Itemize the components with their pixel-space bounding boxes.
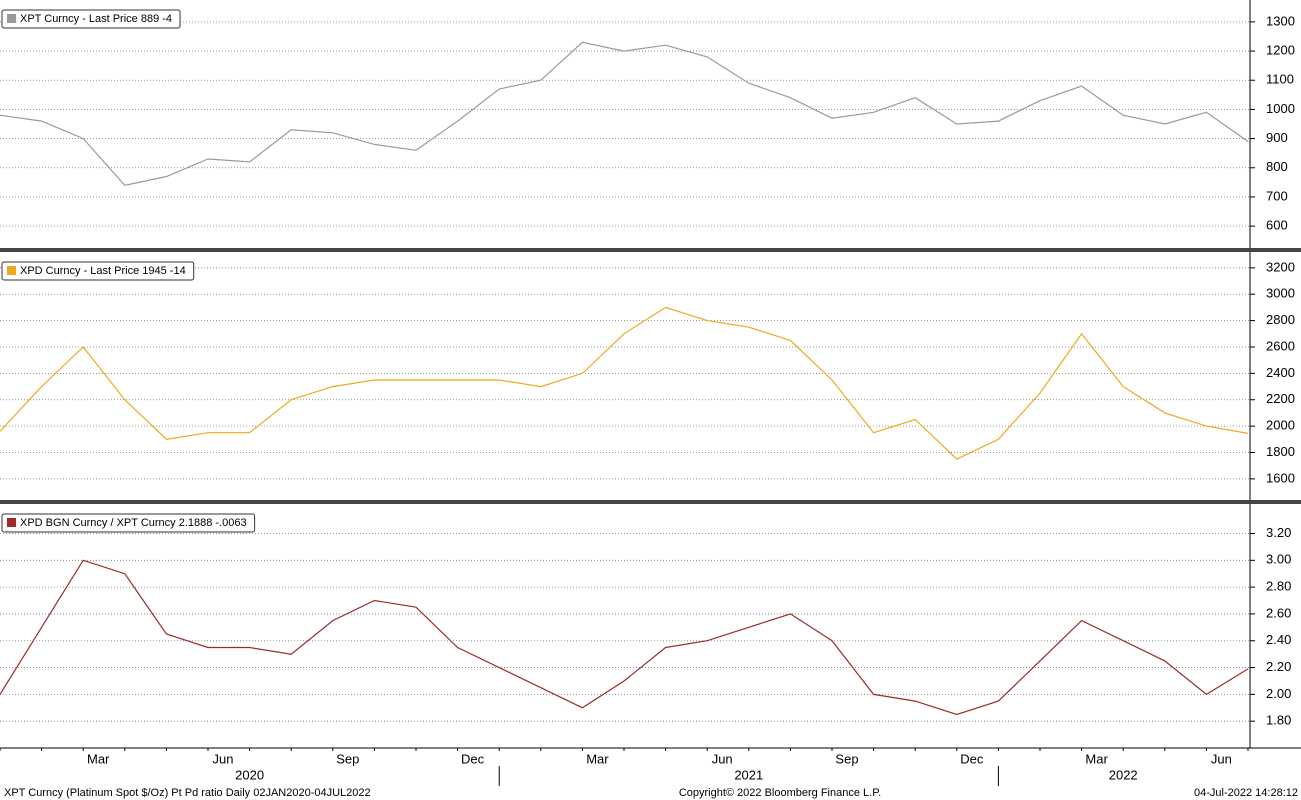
y-tick-label: 3.20 xyxy=(1266,525,1291,540)
y-tick-label: 800 xyxy=(1266,159,1288,174)
legend-swatch xyxy=(7,266,16,275)
legend-box xyxy=(1,261,195,281)
legend: XPT Curncy - Last Price 889 -4 xyxy=(1,9,181,29)
y-tick-label: 700 xyxy=(1266,188,1288,203)
legend-swatch xyxy=(7,518,16,527)
legend-box xyxy=(1,513,256,533)
y-tick-label: 2000 xyxy=(1266,418,1295,433)
footer-right: 04-Jul-2022 14:28:12 xyxy=(1194,787,1298,799)
x-tick-label: Jun xyxy=(213,751,234,766)
y-tick-label: 2400 xyxy=(1266,365,1295,380)
legend-label: XPD Curncy - Last Price 1945 -14 xyxy=(20,265,186,277)
legend: XPD Curncy - Last Price 1945 -14 xyxy=(1,261,195,281)
year-label: 2022 xyxy=(1109,767,1138,782)
footer-left: XPT Curncy (Platinum Spot $/Oz) Pt Pd ra… xyxy=(4,787,371,799)
y-tick-label: 2.20 xyxy=(1266,659,1291,674)
x-tick-label: Sep xyxy=(336,751,359,766)
y-tick-label: 3.00 xyxy=(1266,552,1291,567)
y-tick-label: 900 xyxy=(1266,130,1288,145)
y-tick-label: 1100 xyxy=(1266,72,1294,87)
x-tick-label: Dec xyxy=(960,751,984,766)
y-tick-label: 2600 xyxy=(1266,338,1295,353)
x-tick-label: Mar xyxy=(1085,751,1108,766)
y-tick-label: 2200 xyxy=(1266,391,1295,406)
y-tick-label: 2.00 xyxy=(1266,686,1291,701)
x-tick-label: Dec xyxy=(461,751,485,766)
x-tick-label: Mar xyxy=(586,751,609,766)
y-tick-label: 2800 xyxy=(1266,312,1295,327)
x-tick-label: Mar xyxy=(87,751,110,766)
legend: XPD BGN Curncy / XPT Curncy 2.1888 -.006… xyxy=(1,513,256,533)
x-tick-label: Jun xyxy=(712,751,733,766)
x-tick-label: Sep xyxy=(835,751,858,766)
y-tick-label: 1200 xyxy=(1266,42,1295,57)
series-line xyxy=(0,306,1249,460)
x-tick-label: Jun xyxy=(1211,751,1232,766)
y-tick-label: 1800 xyxy=(1266,444,1295,459)
y-tick-label: 3000 xyxy=(1266,286,1295,301)
y-tick-label: 1000 xyxy=(1266,101,1295,116)
legend-box xyxy=(1,9,181,29)
y-tick-label: 3200 xyxy=(1266,259,1295,274)
legend-label: XPT Curncy - Last Price 889 -4 xyxy=(20,13,172,25)
panel-separator xyxy=(0,248,1301,252)
year-label: 2020 xyxy=(235,767,264,782)
year-label: 2021 xyxy=(734,767,763,782)
footer-center: Copyright© 2022 Bloomberg Finance L.P. xyxy=(679,787,881,799)
y-tick-label: 1300 xyxy=(1266,13,1295,28)
y-tick-label: 1600 xyxy=(1266,470,1295,485)
y-tick-label: 600 xyxy=(1266,218,1288,233)
y-tick-label: 2.60 xyxy=(1266,605,1291,620)
panel-separator xyxy=(0,500,1301,504)
series-line xyxy=(0,559,1249,716)
y-tick-label: 2.40 xyxy=(1266,632,1291,647)
series-line xyxy=(0,41,1249,186)
y-tick-label: 2.80 xyxy=(1266,579,1291,594)
legend-swatch xyxy=(7,14,16,23)
legend-label: XPD BGN Curncy / XPT Curncy 2.1888 -.006… xyxy=(20,517,247,529)
y-tick-label: 1.80 xyxy=(1266,713,1291,728)
